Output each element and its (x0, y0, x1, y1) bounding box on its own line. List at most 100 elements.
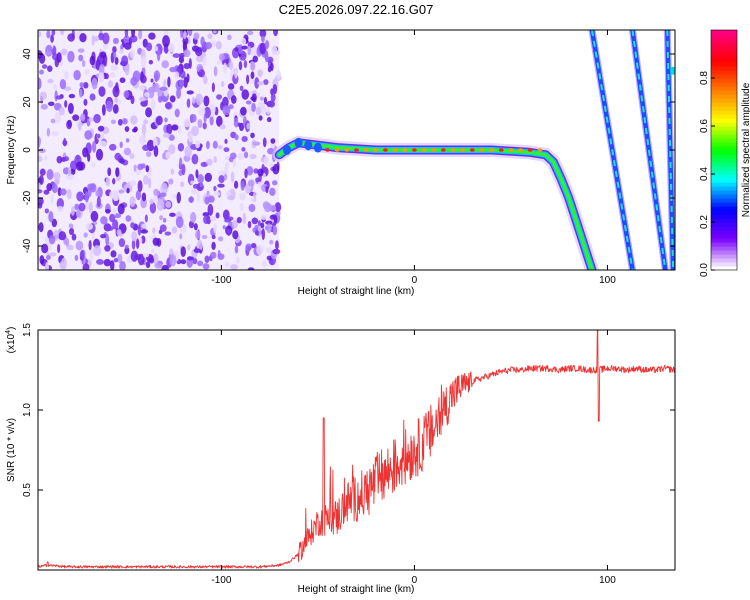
noise-blob (141, 123, 147, 135)
noise-blob (224, 261, 230, 268)
colorbar-cell (711, 70, 737, 75)
noise-blob (209, 215, 217, 222)
noise-blob (193, 223, 198, 231)
colorbar-ticks: 0.0 0.2 0.4 0.6 0.8 (699, 71, 715, 277)
noise-blob (84, 130, 93, 140)
noise-blob (38, 136, 41, 148)
noise-blob (148, 59, 154, 65)
noise-blob (48, 234, 56, 245)
noise-blob (144, 92, 150, 98)
noise-blob (203, 215, 210, 224)
noise-blob (147, 177, 152, 189)
noise-blob (159, 86, 168, 92)
noise-blob (64, 70, 69, 80)
noise-blob (162, 132, 171, 138)
noise-blob (79, 88, 83, 98)
noise-blob (51, 131, 59, 137)
noise-blob (260, 35, 265, 43)
trace-peak (518, 148, 523, 152)
noise-blob (250, 61, 256, 71)
noise-blob (149, 202, 157, 214)
noise-blob (190, 211, 197, 223)
noise-blob (57, 187, 62, 197)
noise-region (38, 30, 282, 270)
noise-blob (234, 180, 239, 189)
noise-blob (150, 98, 156, 111)
colorbar-cell (711, 166, 737, 171)
noise-blob (149, 198, 154, 205)
noise-blob (263, 79, 269, 85)
noise-blob (177, 126, 182, 135)
spectrogram-x-label: Height of straight line (km) (298, 286, 415, 297)
noise-blob (234, 68, 238, 79)
noise-blob (46, 30, 51, 39)
trace-peak (402, 148, 408, 152)
colorbar-cell (711, 130, 737, 135)
noise-blob (70, 206, 75, 216)
noise-blob (180, 181, 185, 188)
noise-blob (154, 262, 163, 269)
noise-blob (241, 89, 250, 100)
noise-blob (222, 96, 229, 108)
noise-blob (247, 45, 251, 56)
noise-blob (198, 106, 206, 116)
noise-blob (83, 82, 89, 89)
noise-blob (82, 147, 89, 158)
noise-blob (186, 73, 190, 83)
noise-blob (196, 93, 201, 100)
colorbar-cell (711, 162, 737, 167)
noise-blob (98, 86, 106, 97)
noise-blob (272, 84, 278, 95)
noise-blob (253, 168, 259, 174)
noise-blob (88, 201, 93, 214)
noise-blob (105, 233, 110, 246)
noise-blob (272, 225, 278, 236)
noise-blob (179, 233, 183, 240)
noise-blob (156, 199, 165, 211)
noise-blob (112, 37, 119, 45)
noise-blob (252, 141, 261, 146)
noise-blob (130, 222, 135, 229)
noise-blob (261, 260, 267, 268)
noise-blob (211, 234, 216, 240)
noise-blob (106, 226, 114, 231)
noise-blob (38, 31, 42, 38)
noise-blob (212, 30, 217, 34)
noise-blob (96, 196, 101, 208)
noise-blob (187, 244, 191, 251)
noise-blob (59, 79, 67, 90)
noise-blob (81, 59, 86, 68)
noise-blob (138, 30, 143, 40)
noise-blob (72, 114, 80, 121)
noise-blob (161, 264, 170, 270)
noise-blob (152, 253, 159, 265)
noise-blob (39, 255, 45, 265)
noise-blob (88, 240, 92, 251)
noise-blob (242, 212, 247, 225)
noise-blob (195, 169, 199, 179)
noise-blob (118, 49, 125, 55)
noise-blob (109, 143, 117, 151)
colorbar-tick-label: 0.8 (699, 71, 710, 85)
noise-blob (38, 189, 43, 194)
noise-blob (56, 52, 62, 63)
noise-blob (152, 227, 156, 234)
noise-blob (182, 36, 189, 46)
colorbar-cell (711, 234, 737, 239)
noise-blob (213, 191, 221, 197)
noise-blob (180, 246, 186, 258)
noise-blob (38, 182, 41, 189)
noise-blob (200, 36, 205, 47)
noise-blob (259, 42, 267, 55)
noise-blob (263, 156, 269, 165)
noise-blob (232, 230, 239, 240)
colorbar-cell (711, 194, 737, 199)
noise-blob (53, 171, 61, 180)
noise-blob (164, 231, 172, 236)
noise-blob (240, 37, 247, 45)
noise-blob (159, 192, 167, 198)
noise-blob (85, 223, 94, 230)
noise-blob (269, 214, 277, 220)
colorbar-tick-label: 0.4 (699, 167, 710, 181)
noise-blob (97, 125, 105, 132)
